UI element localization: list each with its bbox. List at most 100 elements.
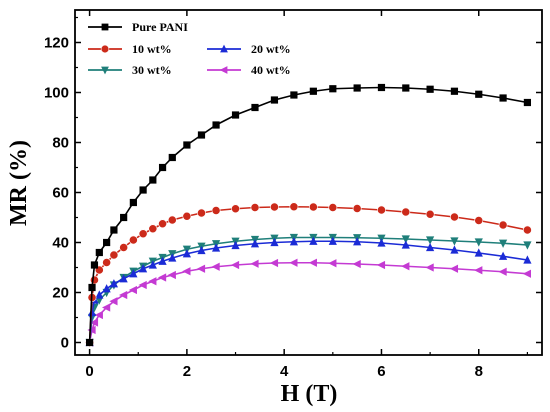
- y-tick-label: 20: [52, 285, 69, 302]
- data-point: [425, 209, 435, 219]
- data-point: [167, 270, 176, 280]
- legend-item: 10 wt%: [88, 42, 172, 56]
- data-point: [119, 243, 129, 252]
- data-point: [196, 264, 206, 273]
- legend-marker: [100, 44, 110, 54]
- data-point: [289, 258, 298, 267]
- data-point: [352, 259, 361, 269]
- x-axis-title: H (T): [281, 381, 338, 407]
- x-tick-label: 6: [377, 363, 385, 380]
- data-point: [401, 235, 410, 244]
- x-tick-label: 2: [183, 363, 191, 380]
- data-point: [168, 253, 177, 262]
- data-point: [94, 310, 103, 320]
- data-point: [211, 243, 221, 252]
- data-point: [85, 338, 94, 347]
- data-point: [119, 274, 128, 283]
- data-point: [450, 245, 459, 254]
- data-point: [231, 240, 240, 250]
- y-tick-label: 120: [44, 35, 69, 52]
- x-tick-label: 4: [280, 363, 289, 380]
- data-point: [109, 297, 118, 306]
- data-point: [148, 260, 157, 269]
- data-point: [102, 284, 111, 293]
- data-point: [401, 262, 410, 271]
- data-point: [197, 131, 206, 139]
- legend-label: Pure PANI: [132, 20, 188, 34]
- plot-frame: [74, 9, 543, 356]
- data-point: [182, 267, 191, 276]
- data-point: [498, 251, 508, 260]
- data-point: [95, 248, 103, 257]
- legend-marker: [101, 23, 109, 31]
- data-point: [182, 249, 191, 258]
- data-point: [138, 280, 147, 290]
- data-point: [183, 141, 191, 149]
- data-point: [328, 203, 338, 212]
- data-point: [401, 207, 411, 217]
- series-line: [88, 261, 528, 343]
- data-point: [197, 208, 206, 218]
- y-axis-title: MR (%): [6, 140, 32, 226]
- data-point: [523, 225, 532, 235]
- data-point: [289, 202, 299, 212]
- data-point: [449, 264, 459, 273]
- data-point: [168, 153, 176, 162]
- data-point: [90, 261, 99, 269]
- y-tick-label: 100: [44, 85, 69, 102]
- series-line: [88, 240, 528, 343]
- data-point: [474, 238, 483, 247]
- data-point: [290, 91, 298, 99]
- data-point: [149, 176, 157, 184]
- legend-label: 10 wt%: [132, 42, 172, 56]
- data-point: [167, 215, 177, 225]
- data-point: [308, 202, 318, 212]
- data-point: [426, 242, 435, 252]
- data-point: [212, 121, 220, 129]
- data-point: [474, 266, 483, 275]
- data-point: [90, 303, 99, 313]
- data-point: [158, 163, 167, 172]
- series-line: [88, 236, 528, 343]
- data-point: [474, 216, 484, 225]
- data-point: [129, 198, 137, 207]
- data-point: [309, 236, 318, 245]
- data-point: [289, 237, 299, 246]
- series-layer: [84, 83, 532, 348]
- legend-item: Pure PANI: [88, 20, 188, 34]
- legend-item: 20 wt%: [207, 42, 291, 56]
- data-point: [523, 255, 532, 264]
- data-point: [109, 279, 119, 288]
- data-point: [522, 269, 532, 278]
- data-point: [102, 258, 112, 267]
- data-point: [157, 273, 167, 282]
- y-tick-label: 0: [61, 335, 69, 352]
- data-point: [251, 103, 259, 112]
- data-point: [129, 269, 138, 278]
- data-point: [523, 98, 532, 107]
- data-point: [353, 84, 361, 92]
- data-point: [498, 267, 507, 276]
- data-point: [329, 85, 337, 93]
- series-line: [88, 86, 528, 343]
- data-point: [376, 260, 386, 270]
- data-point: [148, 277, 157, 286]
- series-10-wt-: [85, 202, 532, 347]
- data-point: [498, 220, 508, 230]
- data-point: [211, 262, 220, 271]
- data-point: [109, 250, 119, 260]
- data-point: [158, 219, 167, 229]
- data-point: [182, 211, 192, 221]
- data-point: [250, 239, 260, 248]
- legend-label: 20 wt%: [251, 42, 291, 56]
- data-point: [498, 239, 508, 248]
- legend: Pure PANI 10 wt% 20 wt% 30 wt% 40 wt%: [88, 20, 291, 77]
- data-point: [110, 226, 118, 234]
- data-point: [426, 85, 434, 93]
- data-point: [474, 248, 483, 257]
- data-point: [450, 237, 459, 246]
- data-point: [119, 290, 128, 300]
- data-point: [88, 283, 96, 292]
- data-point: [197, 245, 206, 255]
- data-point: [377, 205, 386, 215]
